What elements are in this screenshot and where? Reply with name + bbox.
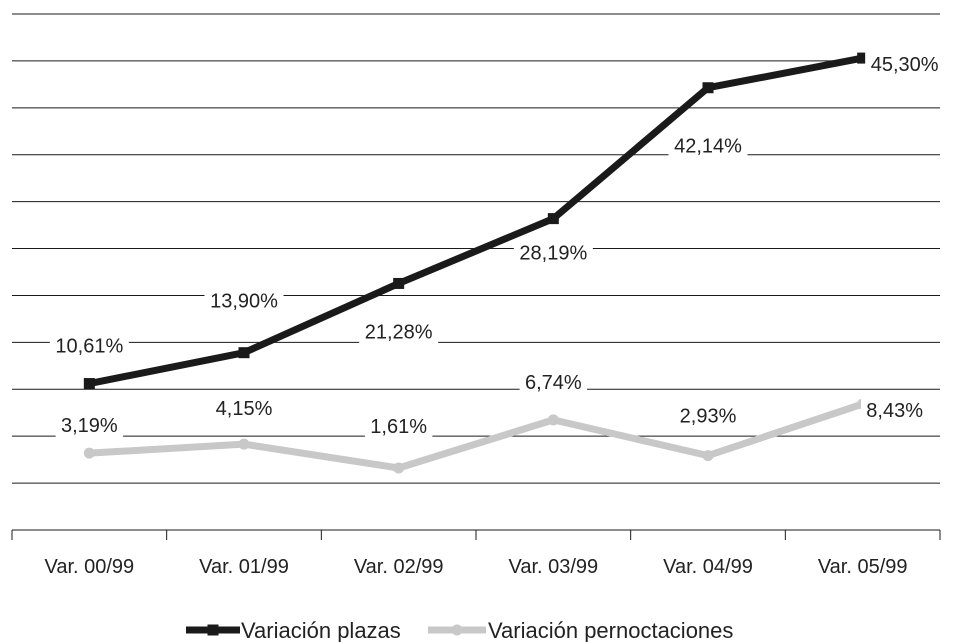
x-tick-label: Var. 05/99 (818, 556, 908, 578)
data-label-bg (513, 239, 593, 266)
data-label: 1,61% (370, 416, 427, 438)
data-label: 21,28% (365, 321, 433, 343)
data-label-bg (364, 412, 433, 439)
data-label-bg (359, 318, 439, 345)
data-label: 3,19% (61, 415, 118, 437)
legend-label: Variación plazas (241, 618, 401, 642)
data-labels: 10,61% 13,90% 21,28% 28,19% 42,14% 45,30% 3,19… (49, 51, 945, 439)
data-label: 4,15% (216, 398, 273, 420)
data-label-bg (55, 412, 124, 439)
series-line-1 (88, 54, 864, 387)
data-point (702, 82, 714, 94)
data-point (83, 378, 95, 390)
data-label-bg (860, 397, 929, 424)
data-label-bg (210, 395, 278, 422)
data-label: 13,90% (210, 291, 278, 313)
data-label: 42,14% (674, 136, 742, 158)
data-point (393, 462, 405, 474)
data-label-bg (49, 332, 129, 359)
series-lines (83, 52, 869, 474)
data-label-bg (668, 132, 748, 159)
data-point (238, 347, 250, 359)
x-axis (11, 529, 941, 540)
legend-label: Variación pernoctaciones (488, 618, 733, 642)
x-tick-label: Var. 04/99 (663, 556, 753, 578)
data-label: 2,93% (680, 406, 737, 428)
data-label-bg (519, 368, 588, 395)
x-tick-label: Var. 00/99 (44, 556, 134, 578)
data-point (547, 414, 559, 426)
data-label: 6,74% (525, 372, 582, 394)
data-label: 8,43% (866, 400, 923, 422)
data-point (393, 277, 405, 289)
legend: Variación plazas Variación pernoctaciones (186, 618, 733, 642)
data-point (702, 450, 714, 462)
data-point (83, 447, 95, 459)
data-label: 45,30% (871, 54, 939, 76)
data-label-bg (865, 51, 945, 78)
legend-marker (451, 624, 463, 636)
x-tick-labels: Var. 00/99 Var. 01/99 Var. 02/99 Var. 03/99… (44, 556, 907, 578)
x-tick-label: Var. 01/99 (199, 556, 289, 578)
x-tick-label: Var. 02/99 (354, 556, 444, 578)
data-label: 10,61% (55, 336, 123, 358)
x-tick-label: Var. 03/99 (508, 556, 598, 578)
data-point (547, 213, 559, 225)
data-label-bg (674, 402, 742, 429)
data-point (857, 52, 869, 64)
series-line-2 (89, 400, 864, 472)
data-label-bg (204, 287, 284, 314)
data-point (238, 438, 250, 450)
data-label: 28,19% (519, 243, 587, 265)
legend-marker (207, 624, 219, 636)
